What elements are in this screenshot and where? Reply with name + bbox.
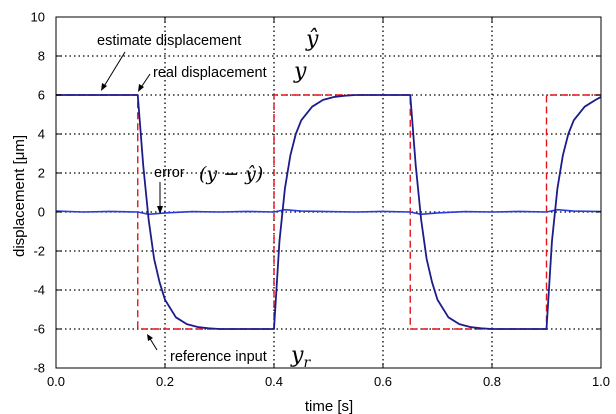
annotation-estimate-arrowhead [101, 83, 107, 91]
axis-ticks [55, 16, 602, 369]
y-tick-label: 0 [38, 205, 45, 220]
annotation-estimate-math: ŷ [305, 27, 319, 52]
annotations: estimate displacement ŷ real displacemen… [97, 27, 319, 371]
annotation-real-text: real displacement [153, 65, 267, 81]
annotation-reference-text: reference input [170, 349, 267, 365]
annotation-estimate-text: estimate displacement [97, 33, 241, 49]
y-tick-label: -2 [33, 244, 45, 259]
annotation-reference-math: yr [290, 343, 311, 371]
series-line-displacement [56, 94, 602, 330]
x-tick-label: 0.8 [483, 374, 501, 389]
plot-frame [55, 16, 602, 369]
annotation-real-math: y [293, 59, 307, 84]
y-tick-label: -6 [33, 322, 45, 337]
annotation-error-math: (y − ŷ) [199, 163, 263, 185]
annotation-real-arrowhead [138, 84, 144, 92]
x-tick-label: 0.6 [374, 374, 392, 389]
x-tick-label: 0.0 [47, 374, 65, 389]
y-tick-label: -4 [33, 283, 45, 298]
y-tick-label: 6 [38, 88, 45, 103]
x-axis-label: time [s] [305, 398, 353, 414]
y-tick-label: 4 [38, 127, 45, 142]
y-tick-label: 8 [38, 49, 45, 64]
series-group [55, 94, 602, 330]
x-tick-label: 1.0 [592, 374, 610, 389]
x-tick-label: 0.2 [156, 374, 174, 389]
y-tick-label: 10 [31, 10, 45, 25]
annotation-reference-arrowhead [147, 334, 153, 341]
annotation-estimate-arrow [102, 51, 126, 89]
annotation-reference-math-main: y [290, 343, 304, 368]
annotation-reference-math-sub: r [303, 355, 311, 371]
y-axis-label: displacement [μm] [11, 135, 28, 257]
y-tick-label: 2 [38, 166, 45, 181]
annotation-error-text: error [154, 165, 185, 181]
y-tick-label: -8 [33, 361, 45, 376]
tick-labels: 0.0 0.2 0.4 0.6 0.8 1.0 -8 -6 -4 -2 0 2 4 6 8 10 [31, 10, 611, 390]
annotation-error-arrowhead [157, 206, 163, 214]
x-tick-label: 0.4 [265, 374, 283, 389]
